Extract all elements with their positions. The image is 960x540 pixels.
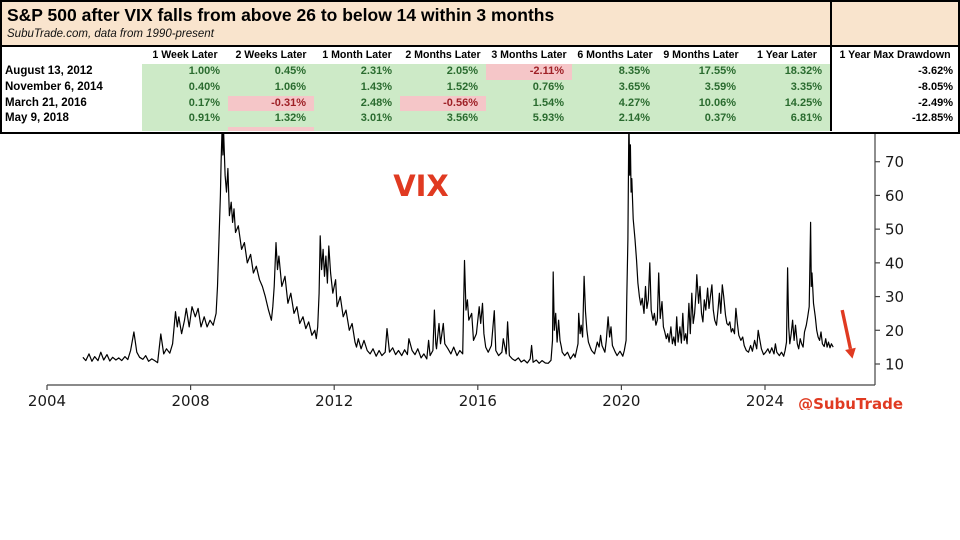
x-tick-label: 2012: [315, 392, 353, 410]
vix-chart-title: VIX: [393, 169, 449, 203]
header-col-5: 3 Months Later: [491, 49, 567, 61]
vix-y-tick-label: 60: [885, 187, 904, 205]
header-col-8: 1 Year Later: [757, 49, 817, 61]
row-value-2: [228, 127, 314, 131]
watermark-text: @SubuTrade: [798, 395, 903, 410]
row-value-4: 1.52%: [400, 79, 486, 97]
header-col-1: 1 Week Later: [152, 49, 218, 61]
trend-arrow-head: [845, 347, 856, 359]
row-value-3: 2.48%: [314, 95, 400, 113]
row-value-8: 6.81%: [744, 111, 830, 128]
row-value-1: 0.91%: [142, 111, 228, 128]
table-row: March 21, 2016 0.17% -0.31% 2.48% -0.56% 1.54…: [2, 95, 958, 113]
row-value-7: 0.37%: [658, 111, 744, 128]
vix-y-tick-label: 50: [885, 221, 904, 239]
x-tick-label: 2008: [172, 392, 210, 410]
table-subtitle: SubuTrade.com, data from 1990-present: [7, 28, 214, 40]
row-drawdown: -8.05%: [830, 79, 958, 97]
vix-y-tick-label: 40: [885, 254, 904, 272]
row-drawdown: -12.85%: [830, 111, 958, 128]
row-drawdown: -3.62%: [830, 64, 958, 81]
header-date-cell: [2, 47, 142, 64]
row-value-6: [572, 127, 658, 131]
row-value-1: 0.17%: [142, 95, 228, 113]
table-row: November 6, 2014 0.40% 1.06% 1.43% 1.52% 0.76…: [2, 79, 958, 97]
row-value-5: [486, 127, 572, 131]
row-date: March 21, 2016: [2, 95, 142, 113]
row-value-5: 1.54%: [486, 95, 572, 113]
header-col-3: 1 Month Later: [322, 49, 392, 61]
signal-table: S&P 500 after VIX falls from above 26 to…: [0, 0, 960, 134]
row-value-3: 1.43%: [314, 79, 400, 97]
header-col-6: 6 Months Later: [577, 49, 653, 61]
row-value-8: 14.25%: [744, 95, 830, 113]
row-value-6: 8.35%: [572, 64, 658, 81]
vix-y-tick-label: 70: [885, 153, 904, 171]
header-col-drawdown: 1 Year Max Drawdown: [830, 47, 958, 64]
row-date: August 13, 2012: [2, 64, 142, 81]
table-row: August 13, 2012 1.00% 0.45% 2.31% 2.05% -2.11…: [2, 64, 958, 81]
row-drawdown: [830, 127, 958, 131]
table-row: May 9, 2018 0.91% 1.32% 3.01% 3.56% 5.93% 2.14…: [2, 111, 958, 128]
row-value-7: 3.59%: [658, 79, 744, 97]
row-value-7: 10.06%: [658, 95, 744, 113]
header-col-2: 2 Weeks Later: [235, 49, 307, 61]
row-drawdown: -2.49%: [830, 95, 958, 113]
row-value-3: [314, 127, 400, 131]
row-value-8: [744, 127, 830, 131]
row-value-3: 2.31%: [314, 64, 400, 81]
row-value-8: 18.32%: [744, 64, 830, 81]
vix-line: [82, 117, 834, 364]
row-value-5: 5.93%: [486, 111, 572, 128]
row-date: [2, 127, 142, 131]
table-body: August 13, 2012 1.00% 0.45% 2.31% 2.05% -2.11…: [2, 64, 958, 131]
row-date: May 9, 2018: [2, 111, 142, 128]
x-tick-label: 2004: [28, 392, 66, 410]
vix-y-tick-label: 10: [885, 356, 904, 374]
row-value-6: 2.14%: [572, 111, 658, 128]
row-value-4: -0.56%: [400, 95, 486, 113]
row-value-2: 0.45%: [228, 64, 314, 81]
row-value-4: 2.05%: [400, 64, 486, 81]
table-title: S&P 500 after VIX falls from above 26 to…: [7, 5, 555, 25]
header-col-4: 2 Months Later: [405, 49, 481, 61]
row-value-3: 3.01%: [314, 111, 400, 128]
row-value-1: 1.00%: [142, 64, 228, 81]
row-value-6: 4.27%: [572, 95, 658, 113]
row-value-5: -2.11%: [486, 64, 572, 81]
x-tick-label: 2020: [602, 392, 640, 410]
row-value-1: [142, 127, 228, 131]
row-value-4: 3.56%: [400, 111, 486, 128]
row-value-5: 0.76%: [486, 79, 572, 97]
header-col-7: 9 Months Later: [663, 49, 739, 61]
row-value-2: 1.32%: [228, 111, 314, 128]
row-value-8: 3.35%: [744, 79, 830, 97]
table-row-partial: [2, 127, 958, 131]
vix-y-tick-label: 20: [885, 322, 904, 340]
row-value-7: [658, 127, 744, 131]
row-value-2: 1.06%: [228, 79, 314, 97]
x-tick-label: 2024: [746, 392, 784, 410]
row-date: November 6, 2014: [2, 79, 142, 97]
vix-y-tick-label: 30: [885, 288, 904, 306]
row-value-1: 0.40%: [142, 79, 228, 97]
x-tick-label: 2016: [459, 392, 497, 410]
vix-sp500-chart: 2024202020162012200820048070605040302010…: [28, 0, 904, 410]
row-value-6: 3.65%: [572, 79, 658, 97]
table-title-cell: S&P 500 after VIX falls from above 26 to…: [2, 2, 830, 45]
trend-arrow-shaft: [840, 309, 853, 350]
table-title-spacer: [830, 2, 958, 45]
table-header-row: 1 Week Later 2 Weeks Later 1 Month Later 2 …: [2, 47, 958, 64]
row-value-2: -0.31%: [228, 95, 314, 113]
row-value-7: 17.55%: [658, 64, 744, 81]
table-title-block: S&P 500 after VIX falls from above 26 to…: [2, 2, 958, 47]
row-value-4: [400, 127, 486, 131]
